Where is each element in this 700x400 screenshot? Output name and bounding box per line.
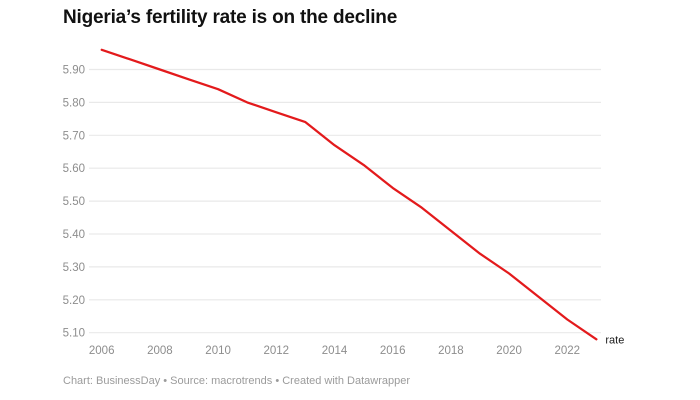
y-tick-label: 5.60 <box>63 163 85 175</box>
x-tick-label: 2014 <box>322 345 348 357</box>
y-tick-label: 5.40 <box>63 229 85 241</box>
y-tick-label: 5.50 <box>63 196 85 208</box>
x-tick-label: 2008 <box>147 345 173 357</box>
y-tick-label: 5.70 <box>63 130 85 142</box>
chart-footer: Chart: BusinessDay • Source: macrotrends… <box>63 375 411 387</box>
chart-title: Nigeria’s fertility rate is on the decli… <box>63 7 398 28</box>
y-tick-label: 5.90 <box>63 65 85 77</box>
y-tick-label: 5.80 <box>63 97 85 109</box>
x-tick-label: 2010 <box>205 345 231 357</box>
y-tick-label: 5.20 <box>63 295 85 307</box>
x-tick-label: 2018 <box>438 345 464 357</box>
x-tick-label: 2020 <box>496 345 522 357</box>
y-tick-label: 5.10 <box>63 328 85 340</box>
x-tick-label: 2016 <box>380 345 406 357</box>
x-tick-label: 2012 <box>264 345 290 357</box>
x-tick-label: 2022 <box>555 345 581 357</box>
y-tick-label: 5.30 <box>63 262 85 274</box>
fertility-rate-line <box>100 48 598 341</box>
series-end-label: rate <box>605 334 624 346</box>
x-tick-label: 2006 <box>89 345 115 357</box>
